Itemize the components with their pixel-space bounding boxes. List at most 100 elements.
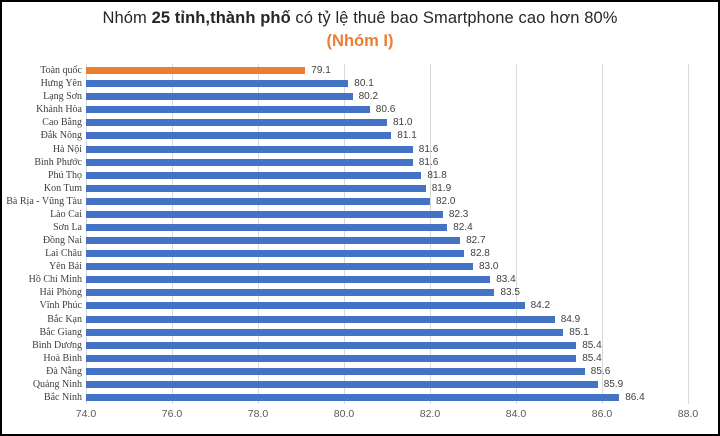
bar-row: 79.1 <box>86 64 688 77</box>
x-axis: 74.0 76.0 78.0 80.0 82.0 84.0 86.0 88.0 <box>76 408 698 424</box>
bar-row: 82.0 <box>86 195 688 208</box>
bar-row: 81.6 <box>86 142 688 155</box>
bar <box>86 250 465 258</box>
bar <box>86 393 620 401</box>
value-label: 85.4 <box>582 352 602 364</box>
value-label: 82.3 <box>448 208 469 220</box>
bar <box>86 367 585 375</box>
value-label: 81.0 <box>393 117 413 129</box>
bar <box>86 354 577 362</box>
category-label: Hoà Bình <box>43 352 82 364</box>
bar <box>86 184 426 192</box>
category-label: Phú Thọ <box>48 169 82 181</box>
x-axis-tick-label: 80.0 <box>333 408 355 420</box>
gridline <box>86 64 87 404</box>
plot-area: 79.1 80.1 80.2 80.6 81.0 81.1 81.6 81.6 81.8 81.9… <box>86 64 689 404</box>
value-label: 81.8 <box>427 169 447 181</box>
bar <box>86 210 443 218</box>
value-label: 85.1 <box>569 326 589 338</box>
bar-row: 81.6 <box>86 156 688 169</box>
bar-row: 80.6 <box>86 103 688 116</box>
bar <box>86 289 495 297</box>
category-label: Sơn La <box>53 221 82 233</box>
bar-row: 83.0 <box>86 260 688 273</box>
bar-row: 85.9 <box>86 378 688 391</box>
category-label: Bắc Ninh <box>43 391 82 403</box>
bar-row: 81.0 <box>86 116 688 129</box>
category-axis: Toàn quốc Hưng Yên Lạng Sơn Khánh Hòa Cao Bằ… <box>2 64 82 404</box>
bar <box>86 197 430 205</box>
category-label: Kon Tum <box>43 182 82 194</box>
value-label: 85.6 <box>590 365 611 377</box>
category-label: Bắc Giang <box>39 326 83 338</box>
x-axis-tick-label: 84.0 <box>505 408 527 420</box>
gridline <box>344 64 345 404</box>
gridline <box>602 64 603 404</box>
value-label: 83.4 <box>496 274 516 286</box>
category-label: Bình Dương <box>32 339 82 351</box>
category-label: Yên Bái <box>48 261 82 273</box>
gridline <box>516 64 517 404</box>
value-label: 81.6 <box>418 143 439 155</box>
bar-row: 83.4 <box>86 273 688 286</box>
title-prefix: Nhóm <box>102 9 152 27</box>
bar-rows: 79.1 80.1 80.2 80.6 81.0 81.1 81.6 81.6 81.8 81.9… <box>86 64 688 404</box>
category-label: Hà Nội <box>52 143 82 155</box>
bar-row: 83.5 <box>86 286 688 299</box>
bar <box>86 145 413 153</box>
value-label: 80.6 <box>375 104 396 116</box>
category-label: Lai Châu <box>45 248 82 260</box>
title-suffix: có tỷ lệ thuê bao Smartphone cao hơn 80% <box>290 9 618 27</box>
value-label: 80.1 <box>354 78 374 90</box>
bar-row: 81.8 <box>86 169 688 182</box>
bar <box>86 328 564 336</box>
category-label: Cao Bằng <box>42 117 82 129</box>
value-label: 82.4 <box>453 221 473 233</box>
category-label: Khánh Hòa <box>36 104 82 116</box>
bar <box>86 341 577 349</box>
bar <box>86 223 448 231</box>
bar <box>86 171 422 179</box>
bar-row: 84.9 <box>86 312 688 325</box>
bar <box>86 302 525 310</box>
value-label: 84.9 <box>560 313 581 325</box>
value-label: 81.6 <box>418 156 439 168</box>
title-bold: 25 tỉnh,thành phố <box>151 9 291 27</box>
category-label: Đắk Nông <box>40 130 82 142</box>
bar-row: 84.2 <box>86 299 688 312</box>
bar <box>86 132 392 140</box>
bar <box>86 119 387 127</box>
bar-row: 85.6 <box>86 365 688 378</box>
bar <box>86 263 473 271</box>
bar-row: 85.4 <box>86 352 688 365</box>
value-label: 81.9 <box>431 182 452 194</box>
bar <box>86 93 353 101</box>
bar <box>86 237 461 245</box>
category-label: Hải Phòng <box>39 287 83 299</box>
category-label: Lào Cai <box>50 208 82 220</box>
bar-row: 82.4 <box>86 221 688 234</box>
bar <box>86 158 413 166</box>
gridline <box>430 64 431 404</box>
value-label: 83.5 <box>500 287 520 299</box>
bar-row: 81.1 <box>86 129 688 142</box>
chart-subtitle: (Nhóm I) <box>326 32 394 50</box>
bar-row: 85.4 <box>86 339 688 352</box>
bar-row: 81.9 <box>86 182 688 195</box>
value-label: 85.9 <box>603 378 624 390</box>
value-label: 84.2 <box>530 300 551 312</box>
bar <box>86 276 491 284</box>
value-label: 85.4 <box>582 339 602 351</box>
category-label: Đà Nẵng <box>46 365 82 377</box>
category-label: Vĩnh Phúc <box>39 300 83 312</box>
category-label: Bắc Kạn <box>47 313 82 325</box>
bar-row: 82.8 <box>86 247 688 260</box>
gridline <box>688 64 689 404</box>
x-axis-tick-label: 74.0 <box>75 408 97 420</box>
bar <box>86 380 598 388</box>
value-label: 82.0 <box>436 195 456 207</box>
bar <box>86 80 349 88</box>
category-label: Bà Rịa - Vũng Tàu <box>6 195 82 207</box>
value-label: 83.0 <box>479 261 499 273</box>
